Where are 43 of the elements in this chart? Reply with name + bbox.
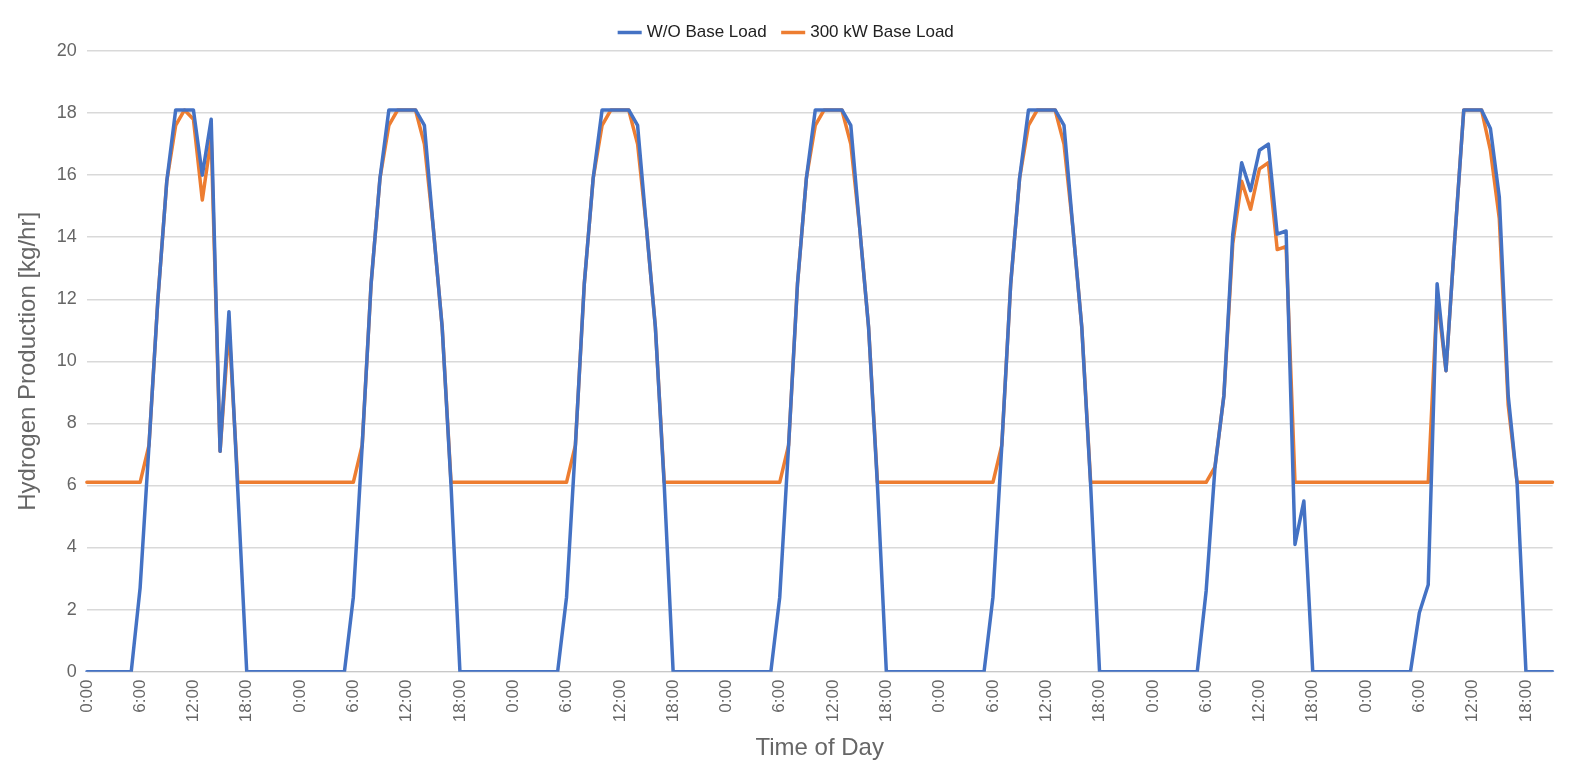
x-tick-label: 18:00 — [1089, 679, 1109, 723]
x-tick-label: 12:00 — [609, 679, 629, 723]
x-tick-label: 12:00 — [1462, 679, 1482, 723]
y-axis-title: Hydrogen Production [kg/hr] — [13, 211, 41, 511]
x-tick-label: 12:00 — [183, 679, 203, 723]
legend-label: W/O Base Load — [646, 22, 767, 42]
x-tick-label: 6:00 — [1409, 679, 1429, 713]
x-tick-label: 6:00 — [129, 679, 149, 713]
x-tick-label: 0:00 — [929, 679, 949, 713]
x-tick-label: 6:00 — [769, 679, 789, 713]
x-tick-label: 18:00 — [236, 679, 256, 723]
x-tick-label: 0:00 — [716, 679, 736, 713]
x-tick-label: 12:00 — [1249, 679, 1269, 723]
x-tick-label: 12:00 — [1035, 679, 1055, 723]
x-tick-label: 18:00 — [1302, 679, 1322, 723]
y-tick-label: 14 — [56, 226, 77, 247]
x-tick-label: 6:00 — [1195, 679, 1215, 713]
x-tick-label: 18:00 — [449, 679, 469, 723]
legend-label: 300 kW Base Load — [810, 22, 954, 42]
x-tick-label: 6:00 — [343, 679, 363, 713]
y-tick-label: 8 — [66, 412, 77, 433]
y-tick-label: 20 — [56, 39, 77, 60]
x-tick-label: 0:00 — [1355, 679, 1375, 713]
x-tick-label: 18:00 — [662, 679, 682, 723]
x-tick-label: 0:00 — [76, 679, 96, 713]
y-tick-label: 0 — [66, 660, 77, 681]
x-tick-label: 0:00 — [1142, 679, 1162, 713]
y-tick-label: 16 — [56, 164, 77, 185]
y-tick-label: 6 — [66, 474, 77, 495]
y-tick-label: 4 — [66, 536, 77, 557]
x-tick-label: 18:00 — [876, 679, 896, 723]
y-tick-label: 2 — [66, 598, 77, 619]
x-tick-label: 12:00 — [822, 679, 842, 723]
x-tick-label: 0:00 — [289, 679, 309, 713]
y-tick-label: 12 — [56, 288, 77, 309]
y-tick-label: 18 — [56, 102, 77, 123]
x-tick-label: 12:00 — [396, 679, 416, 723]
x-tick-label: 18:00 — [1515, 679, 1535, 723]
y-tick-label: 10 — [56, 350, 77, 371]
x-tick-label: 0:00 — [502, 679, 522, 713]
x-tick-label: 6:00 — [982, 679, 1002, 713]
x-axis-title: Time of Day — [755, 733, 884, 761]
x-tick-label: 6:00 — [556, 679, 576, 713]
